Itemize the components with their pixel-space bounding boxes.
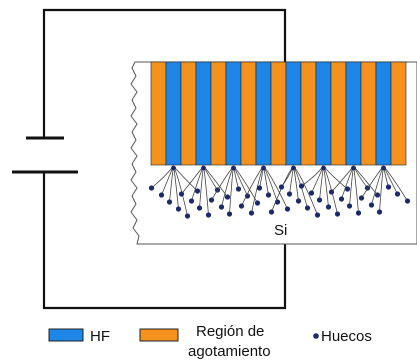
hole-dot: [256, 185, 263, 191]
hole-dot: [376, 209, 383, 215]
hole-dot: [184, 213, 191, 219]
legend-hf-label: HF: [90, 328, 110, 345]
legend-depletion-swatch: [139, 328, 179, 342]
depletion-stripe: [330, 61, 347, 166]
hole-dot: [355, 210, 362, 216]
hole-dot: [295, 198, 302, 204]
hole-dot: [244, 193, 251, 199]
battery-icon: [12, 136, 78, 174]
hole-dot: [298, 183, 305, 189]
hole-dot: [201, 165, 206, 171]
hole-dot: [224, 194, 231, 200]
hole-dot: [261, 165, 266, 171]
hf-pore-stripe: [285, 61, 302, 166]
hole-dot: [286, 191, 293, 197]
hole-dot: [334, 211, 341, 217]
hole-dot: [238, 203, 245, 209]
legend-hf-swatch: [48, 328, 84, 342]
hole-dot: [316, 197, 323, 203]
hole-dot: [338, 196, 345, 202]
hf-pore-stripe: [195, 61, 212, 166]
depletion-stripe: [240, 61, 257, 166]
depletion-stripe: [300, 61, 317, 166]
hole-dot: [381, 165, 386, 171]
hole-dot: [328, 189, 335, 195]
hole-dot: [166, 199, 173, 205]
substrate-label: Si: [274, 222, 287, 239]
hole-dot: [171, 165, 176, 171]
hole-dot: [208, 197, 215, 203]
hole-dot: [178, 191, 185, 197]
hole-dot: [404, 198, 411, 204]
hole-dot: [304, 205, 311, 211]
hole-dot: [158, 192, 165, 198]
depletion-stripe: [210, 61, 227, 166]
hole-dot: [284, 206, 291, 212]
hole-dot: [268, 209, 275, 215]
hole-dot: [226, 211, 233, 217]
hf-pore-stripe: [255, 61, 272, 166]
pore-stripes: [150, 61, 407, 166]
depletion-stripe: [150, 61, 167, 166]
depletion-stripe: [270, 61, 287, 166]
circuit-wire: [42, 8, 287, 310]
hole-dot: [314, 212, 321, 218]
hole-dot: [344, 186, 351, 192]
hole-dot: [358, 195, 365, 201]
hole-dot: [374, 192, 381, 198]
hole-paths: [148, 165, 411, 219]
hole-dot: [321, 165, 326, 171]
hf-pore-stripe: [165, 61, 182, 166]
hole-dot: [188, 198, 195, 204]
hole-dot: [351, 165, 356, 171]
depletion-stripe: [360, 61, 377, 166]
hole-dot: [308, 190, 315, 196]
hf-pore-stripe: [315, 61, 332, 166]
legend-depletion-label-line1: Región de: [196, 323, 264, 340]
hole-dot: [368, 202, 375, 208]
hole-dot: [265, 192, 272, 198]
hole-dot: [218, 204, 225, 210]
hole-dot: [196, 205, 203, 211]
hole-dot: [346, 203, 353, 209]
depletion-stripe: [180, 61, 197, 166]
hole-dot: [205, 212, 212, 218]
hole-dot: [194, 188, 201, 194]
hf-pore-stripe: [225, 61, 242, 166]
hole-dot: [394, 191, 401, 197]
hole-dot: [385, 184, 392, 190]
legend-depletion-label-line2: agotamiento: [188, 343, 271, 360]
hole-dot: [278, 184, 285, 190]
hole-dot: [254, 200, 261, 206]
hole-dot: [235, 186, 242, 192]
hole-dot: [175, 206, 182, 212]
hf-pore-stripe: [345, 61, 362, 166]
legend: HF Región de agotamiento Huecos: [48, 323, 372, 360]
hf-pore-stripe: [375, 61, 392, 166]
legend-holes-label: Huecos: [321, 328, 372, 345]
legend-hole-dot: [313, 333, 319, 339]
hole-dot: [248, 210, 255, 216]
hole-dot: [231, 165, 236, 171]
hole-dot: [148, 185, 155, 191]
hole-dot: [291, 165, 296, 171]
hole-dot: [325, 204, 332, 210]
depletion-stripe: [390, 61, 407, 166]
